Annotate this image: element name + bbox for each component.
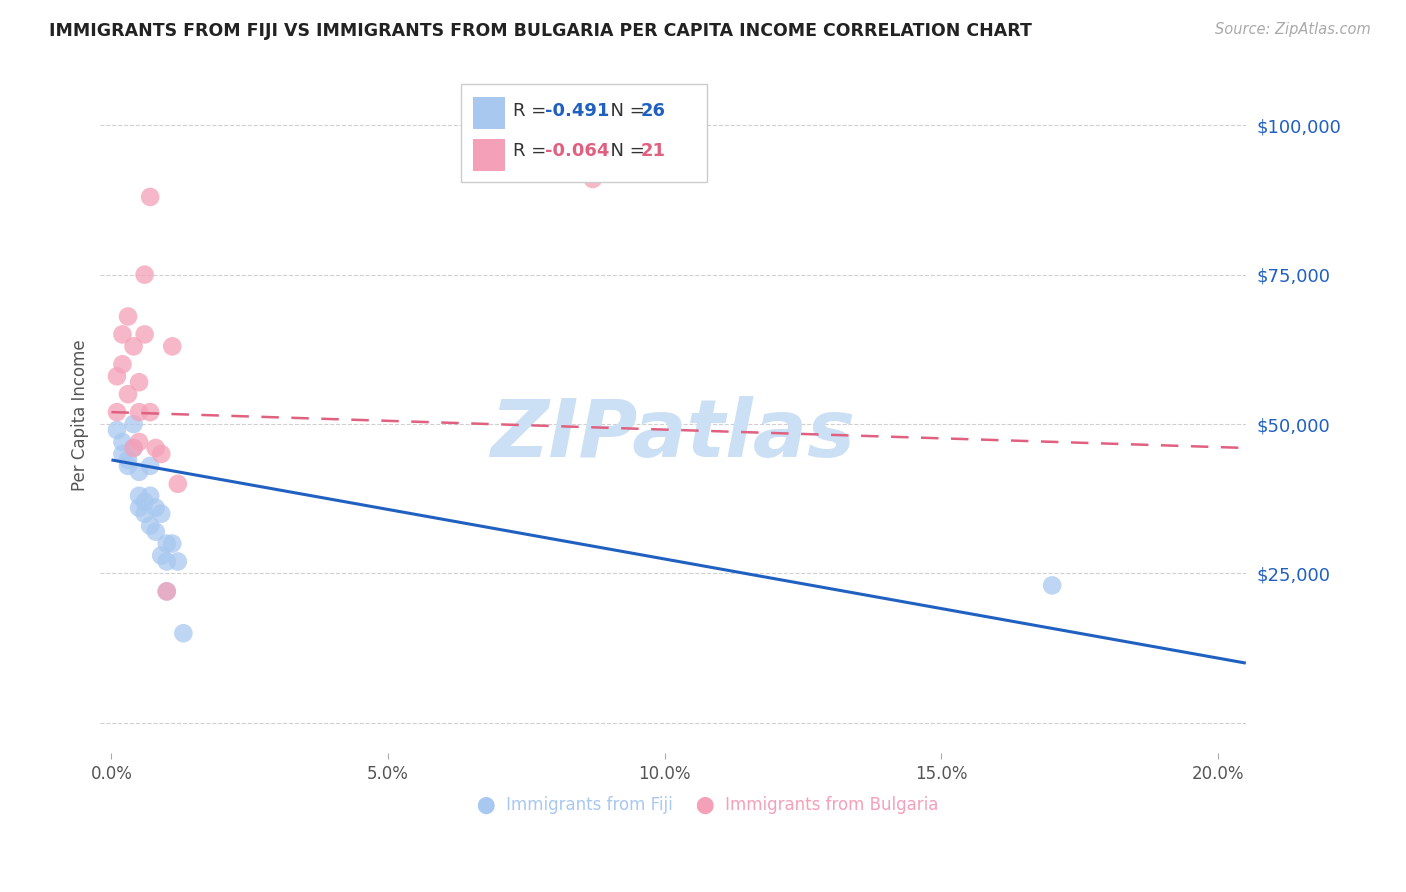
Point	[145, 524, 167, 539]
Point	[139, 190, 162, 204]
Text: N =: N =	[599, 142, 650, 160]
Point	[166, 554, 188, 568]
Point	[166, 476, 188, 491]
Point	[134, 327, 156, 342]
Text: Source: ZipAtlas.com: Source: ZipAtlas.com	[1215, 22, 1371, 37]
Point	[122, 339, 145, 353]
Text: N =: N =	[599, 103, 650, 120]
Text: ⬤  Immigrants from Bulgaria: ⬤ Immigrants from Bulgaria	[696, 796, 938, 814]
Point	[105, 369, 128, 384]
Point	[117, 453, 139, 467]
Point	[162, 536, 184, 550]
Point	[111, 447, 134, 461]
Point	[128, 465, 150, 479]
Point	[122, 417, 145, 431]
Text: R =: R =	[513, 142, 551, 160]
Point	[156, 584, 179, 599]
Point	[105, 405, 128, 419]
Point	[117, 458, 139, 473]
Point	[172, 626, 194, 640]
Point	[111, 327, 134, 342]
Point	[134, 494, 156, 508]
FancyBboxPatch shape	[472, 139, 505, 171]
FancyBboxPatch shape	[472, 97, 505, 129]
Point	[117, 387, 139, 401]
Point	[111, 357, 134, 371]
Text: IMMIGRANTS FROM FIJI VS IMMIGRANTS FROM BULGARIA PER CAPITA INCOME CORRELATION C: IMMIGRANTS FROM FIJI VS IMMIGRANTS FROM …	[49, 22, 1032, 40]
Point	[122, 441, 145, 455]
Point	[582, 172, 605, 186]
Point	[128, 434, 150, 449]
Point	[156, 536, 179, 550]
Point	[105, 423, 128, 437]
Point	[150, 507, 173, 521]
Text: 21: 21	[641, 142, 666, 160]
Point	[128, 500, 150, 515]
Point	[117, 310, 139, 324]
Text: R =: R =	[513, 103, 551, 120]
Point	[122, 441, 145, 455]
Text: ZIPatlas: ZIPatlas	[491, 396, 856, 475]
Text: -0.491: -0.491	[544, 103, 609, 120]
Text: ⬤  Immigrants from Fiji: ⬤ Immigrants from Fiji	[477, 796, 673, 814]
Point	[134, 507, 156, 521]
Point	[128, 405, 150, 419]
Point	[145, 441, 167, 455]
Point	[162, 339, 184, 353]
Point	[150, 447, 173, 461]
Point	[156, 584, 179, 599]
Point	[139, 489, 162, 503]
Text: -0.064: -0.064	[544, 142, 609, 160]
Point	[1040, 578, 1063, 592]
FancyBboxPatch shape	[461, 84, 707, 182]
Point	[139, 518, 162, 533]
Text: 26: 26	[641, 103, 666, 120]
Point	[145, 500, 167, 515]
Point	[150, 549, 173, 563]
Point	[128, 489, 150, 503]
Point	[111, 434, 134, 449]
Point	[134, 268, 156, 282]
Point	[139, 405, 162, 419]
Point	[128, 376, 150, 390]
Point	[139, 458, 162, 473]
Point	[156, 554, 179, 568]
Y-axis label: Per Capita Income: Per Capita Income	[72, 339, 89, 491]
